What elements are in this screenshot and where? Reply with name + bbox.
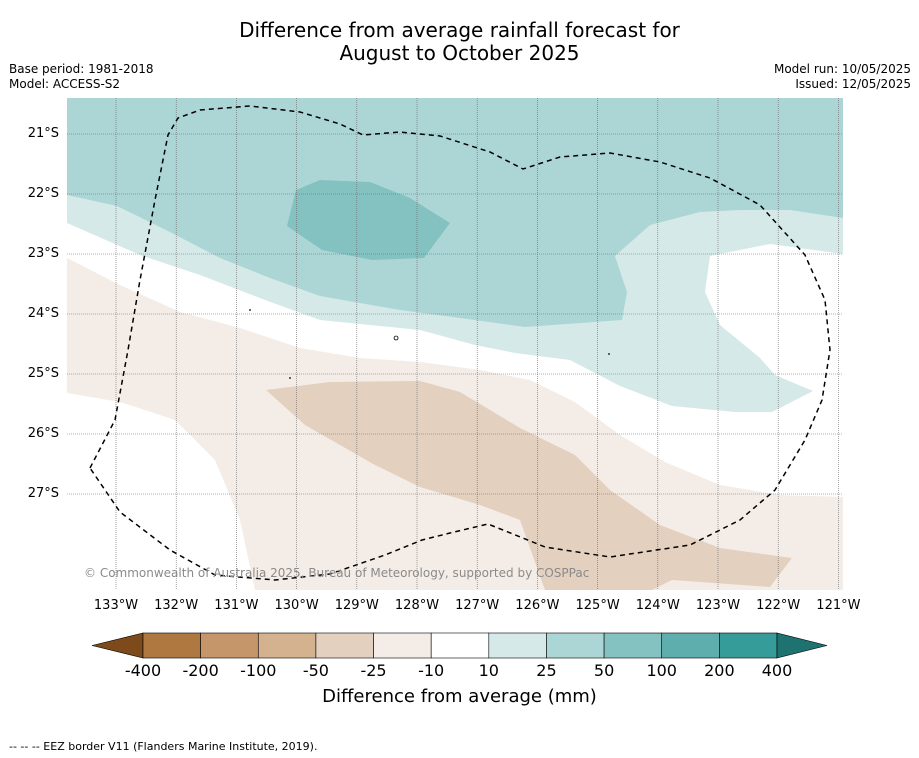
lat-label: 25°S [27,366,59,381]
colorbar-segment [719,632,778,659]
lon-label: 127°W [455,598,500,613]
lon-label: 129°W [334,598,379,613]
colorbar-tick-label: -100 [240,661,277,680]
colorbar-tick-label: 100 [646,661,677,680]
colorbar-tick-label: -25 [360,661,387,680]
colorbar-high-extend [776,632,828,659]
lon-label: 130°W [274,598,319,613]
lon-label: 128°W [394,598,440,613]
lon-label: 131°W [214,598,259,613]
colorbar-tick-label: 25 [536,661,557,680]
colorbar-segment [488,632,547,659]
colorbar-segment [546,632,605,659]
colorbar-segment [430,632,490,659]
colorbar-tick-label: 50 [593,661,615,680]
lon-label: 124°W [635,598,680,613]
lat-label: 23°S [27,246,59,261]
colorbar-tick-label: -400 [124,661,162,680]
lon-label: 125°W [575,598,620,613]
graticule [67,98,843,590]
colorbar [91,632,828,659]
lon-label: 122°W [756,598,801,613]
lat-label: 21°S [27,126,59,141]
colorbar-title: Difference from average (mm) [322,686,597,707]
copyright-notice: © Commonwealth of Australia 2025, Bureau… [84,566,590,580]
colorbar-tick-label: 400 [761,661,793,680]
model-name: Model: ACCESS-S2 [9,77,121,91]
colorbar-segment [603,632,663,659]
lat-label: 27°S [27,486,59,501]
contour-medium-teal [67,98,843,327]
colorbar-segment [661,632,720,659]
model-run: Model run: 10/05/2025 [773,62,911,76]
colorbar-tick-label: -50 [302,661,329,680]
colorbar-tick-label: 200 [704,661,735,680]
title-line-2: August to October 2025 [339,41,580,65]
colorbar-segment [200,632,259,659]
lon-label: 133°W [93,598,139,613]
rainfall-map [67,98,843,590]
colorbar-segment [257,632,317,659]
colorbar-tick-label: 10 [478,661,499,680]
colorbar-tick-label: -200 [182,661,219,680]
lon-label: 126°W [515,598,560,613]
eez-legend-note: -- -- -- EEZ border V11 (Flanders Marine… [9,740,318,753]
lat-label: 22°S [27,186,59,201]
issued-date: Issued: 12/05/2025 [795,77,911,91]
lon-label: 132°W [154,598,199,613]
colorbar-tick-label: -10 [418,661,445,680]
lat-label: 24°S [27,306,59,321]
colorbar-segment [373,632,432,659]
contour-medium-brown [266,381,792,590]
lon-label: 121°W [816,598,861,613]
lat-label: 26°S [27,426,59,441]
contour-dark-teal [287,180,450,260]
colorbar-low-extend [91,632,144,659]
colorbar-segment [315,632,374,659]
lon-label: 123°W [695,598,741,613]
base-period: Base period: 1981-2018 [9,62,154,76]
eez-border [89,105,831,581]
title-line-1: Difference from average rainfall forecas… [239,18,680,42]
colorbar-segment [142,632,201,659]
